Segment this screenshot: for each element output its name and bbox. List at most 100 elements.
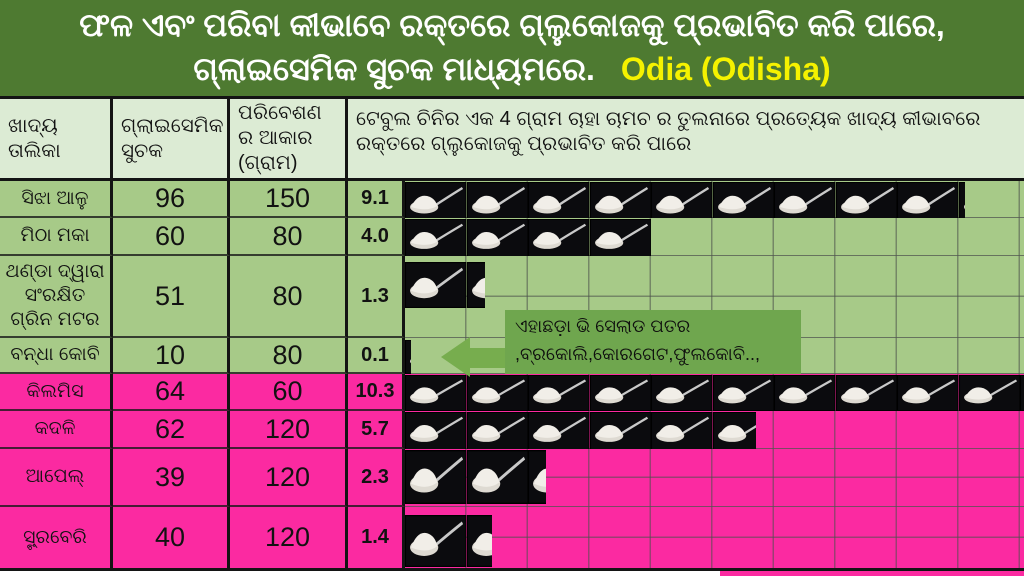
sugar-spoon-partial-icon — [466, 515, 492, 567]
sugar-spoon-icon — [466, 412, 528, 450]
glycemic-index-value: 62 — [113, 411, 230, 449]
sugar-spoon-icon — [528, 219, 590, 257]
sugar-spoon-icon — [712, 375, 774, 411]
sugar-spoon-partial-icon — [466, 262, 485, 308]
sugar-spoon-icon — [405, 450, 467, 504]
spoon-bar — [405, 218, 1024, 257]
sugar-spoon-icon — [835, 182, 897, 222]
annotation-arrow-icon — [441, 337, 470, 377]
serving-size-value: 150 — [230, 181, 348, 218]
header-chart-column: ଟେବୁଲ ଚିନିର ଏକ 4 ଗ୍ରାମ ଚାହା ଚାମଚ ର ତୁଲନା… — [348, 99, 1024, 181]
serving-size-value: 120 — [230, 507, 348, 568]
sugar-spoon-icon — [589, 219, 651, 257]
header-gi-column: ଗ୍ଲାଇସେମିକ ସୁଚକ — [113, 99, 230, 181]
spoon-bar — [405, 449, 1024, 507]
food-name: ବନ୍ଧା କୋବି — [0, 338, 113, 374]
sugar-spoons-value: 10.3 — [348, 374, 405, 411]
sugar-spoon-icon — [774, 375, 836, 411]
spoon-bar — [405, 507, 1024, 568]
sugar-spoon-icon — [528, 375, 590, 411]
serving-size-value: 120 — [230, 411, 348, 449]
sugar-spoon-icon — [466, 375, 528, 411]
glycemic-index-value: 60 — [113, 218, 230, 256]
sugar-spoon-partial-icon — [958, 182, 965, 222]
bottom-white-strip — [0, 571, 720, 576]
sugar-spoon-icon — [528, 412, 590, 450]
sugar-spoon-icon — [651, 182, 713, 222]
sugar-spoon-icon — [589, 182, 651, 222]
annotation-line1: ଏହାଛଡ଼ା ଭି ସେଲାଡ ପତର — [515, 316, 691, 336]
food-name: ଥଣ୍ଡା ଦ୍ୱାରା ସଂରକ୍ଷିତ ଗ୍ରିନ ମଟର — [0, 256, 113, 338]
glycemic-index-value: 64 — [113, 374, 230, 411]
sugar-spoon-icon — [466, 219, 528, 257]
sugar-spoon-icon — [405, 182, 467, 222]
spoon-bar — [405, 411, 1024, 450]
glycemic-index-value: 96 — [113, 181, 230, 218]
sugar-spoon-partial-icon — [1020, 375, 1024, 411]
sugar-spoons-value: 9.1 — [348, 181, 405, 218]
page-title-line2-text: ଗ୍ଲାଇସେମିକ ସୁଚକ ମାଧ୍ୟମରେ. — [193, 51, 595, 87]
sugar-spoons-value: 0.1 — [348, 338, 405, 374]
sugar-spoon-icon — [589, 412, 651, 450]
sugar-spoon-icon — [405, 375, 467, 411]
sugar-spoon-icon — [651, 412, 713, 450]
spoon-row — [405, 262, 485, 308]
sugar-spoon-icon — [712, 182, 774, 222]
annotation-arrow-shaft — [468, 348, 508, 368]
food-name: କଦଳି — [0, 411, 113, 449]
sugar-spoon-icon — [405, 515, 467, 567]
sugar-spoon-icon — [466, 182, 528, 222]
spoon-row — [405, 515, 492, 567]
sugar-spoon-icon — [466, 450, 528, 504]
sugar-spoon-partial-icon — [528, 450, 546, 504]
sugar-spoons-value: 5.7 — [348, 411, 405, 449]
food-name: ଆପେଲ୍ — [0, 449, 113, 507]
serving-size-value: 80 — [230, 256, 348, 338]
title-bar: ଫଳ ଏବଂ ପରିବା କୀଭାବେ ରକ୍ତରେ ଗ୍ଲୁକୋଜକୁ ପ୍ର… — [0, 0, 1024, 96]
spoon-row — [405, 412, 756, 450]
annotation-line2: ,ବ୍ରକୋଲି,କୋରଗେଟ,ଫୁଲକୋବି.., — [515, 343, 761, 364]
spoon-row — [405, 219, 651, 257]
spoon-row — [405, 375, 1024, 411]
sugar-spoon-icon — [835, 375, 897, 411]
glycemic-index-value: 39 — [113, 449, 230, 507]
sugar-spoon-icon — [528, 182, 590, 222]
sugar-spoons-value: 2.3 — [348, 449, 405, 507]
food-name: କିଲମିସ — [0, 374, 113, 411]
spoon-row — [405, 182, 965, 222]
sugar-spoons-value: 1.3 — [348, 256, 405, 338]
sugar-spoon-icon — [405, 412, 467, 450]
page-title-line2: ଗ୍ଲାଇସେମିକ ସୁଚକ ମାଧ୍ୟମରେ. Odia (Odisha) — [193, 49, 830, 91]
sugar-spoon-icon — [774, 182, 836, 222]
sugar-spoon-icon — [405, 262, 467, 308]
sugar-spoon-icon — [405, 219, 467, 257]
food-name: ସ୍ଟ୍ରବେରି — [0, 507, 113, 568]
sugar-spoons-value: 1.4 — [348, 507, 405, 568]
glycemic-index-value: 10 — [113, 338, 230, 374]
sugar-spoon-icon — [897, 182, 959, 222]
spoon-row — [405, 450, 546, 504]
sugar-spoon-icon — [958, 375, 1020, 411]
spoon-bar — [405, 181, 1024, 222]
language-tag: Odia (Odisha) — [620, 51, 831, 87]
sugar-spoon-icon — [651, 375, 713, 411]
sugar-spoons-value: 4.0 — [348, 218, 405, 256]
food-name: ମିଠା ମକା — [0, 218, 113, 256]
sugar-spoon-partial-icon — [405, 340, 411, 374]
sugar-spoon-icon — [589, 375, 651, 411]
header-serving-column: ପରିବେଶଣ ର ଆକାର (ଗ୍ରାମ) — [230, 99, 348, 181]
glycemic-index-value: 51 — [113, 256, 230, 338]
page-title-line1: ଫଳ ଏବଂ ପରିବା କୀଭାବେ ରକ୍ତରେ ଗ୍ଲୁକୋଜକୁ ପ୍ର… — [79, 7, 945, 44]
annotation-note: ଏହାଛଡ଼ା ଭି ସେଲାଡ ପତର ,ବ୍ରକୋଲି,କୋରଗେଟ,ଫୁଲ… — [505, 310, 801, 374]
serving-size-value: 120 — [230, 449, 348, 507]
spoon-bar — [405, 374, 1024, 411]
serving-size-value: 60 — [230, 374, 348, 411]
serving-size-value: 80 — [230, 338, 348, 374]
food-name: ସିଝା ଆଳୁ — [0, 181, 113, 218]
serving-size-value: 80 — [230, 218, 348, 256]
header-food-column: ଖାଦ୍ୟ ତାଲିକା — [0, 99, 113, 181]
spoon-row — [405, 340, 411, 374]
sugar-spoon-partial-icon — [712, 412, 756, 450]
glycemic-index-value: 40 — [113, 507, 230, 568]
